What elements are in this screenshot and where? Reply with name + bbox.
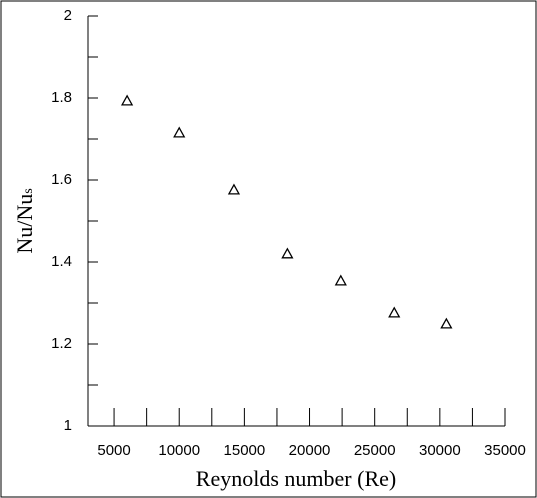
y-tick-label: 1.6 — [51, 171, 72, 188]
y-axis-label-main: Nu/Nu — [12, 194, 37, 254]
x-tick-label: 35000 — [484, 442, 526, 459]
marker — [334, 274, 347, 286]
x-tick-label: 30000 — [419, 442, 461, 459]
x-tick-label: 20000 — [289, 442, 331, 459]
x-tick-label: 25000 — [354, 442, 396, 459]
marker — [440, 317, 453, 329]
y-axis-label: Nu/Nus — [12, 188, 37, 253]
marker — [173, 126, 186, 138]
x-tick-label: 5000 — [97, 442, 130, 459]
x-tick-label: 10000 — [158, 442, 200, 459]
marker — [227, 183, 241, 195]
y-tick-label: 1.2 — [51, 335, 72, 352]
x-tick-label: 15000 — [224, 442, 266, 459]
y-tick-label: 1.8 — [51, 89, 72, 106]
marker — [388, 306, 401, 318]
x-axis-label: Reynolds number (Re) — [196, 466, 396, 491]
y-axis-label-sub: s — [21, 188, 36, 193]
marker — [281, 247, 294, 259]
y-tick-label: 2 — [64, 7, 72, 24]
y-tick-label: 1.4 — [51, 253, 72, 270]
y-tick-label: 1 — [64, 417, 72, 434]
marker — [120, 94, 134, 106]
